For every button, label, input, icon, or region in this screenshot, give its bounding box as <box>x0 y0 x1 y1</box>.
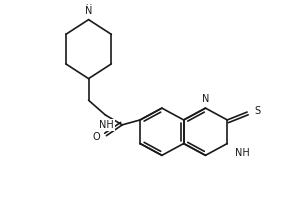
Text: O: O <box>93 132 101 142</box>
Text: N: N <box>202 94 209 104</box>
Text: H: H <box>85 4 91 13</box>
Text: S: S <box>254 106 260 116</box>
Text: NH: NH <box>235 148 250 158</box>
Text: N: N <box>85 6 92 16</box>
Text: NH: NH <box>99 120 114 130</box>
